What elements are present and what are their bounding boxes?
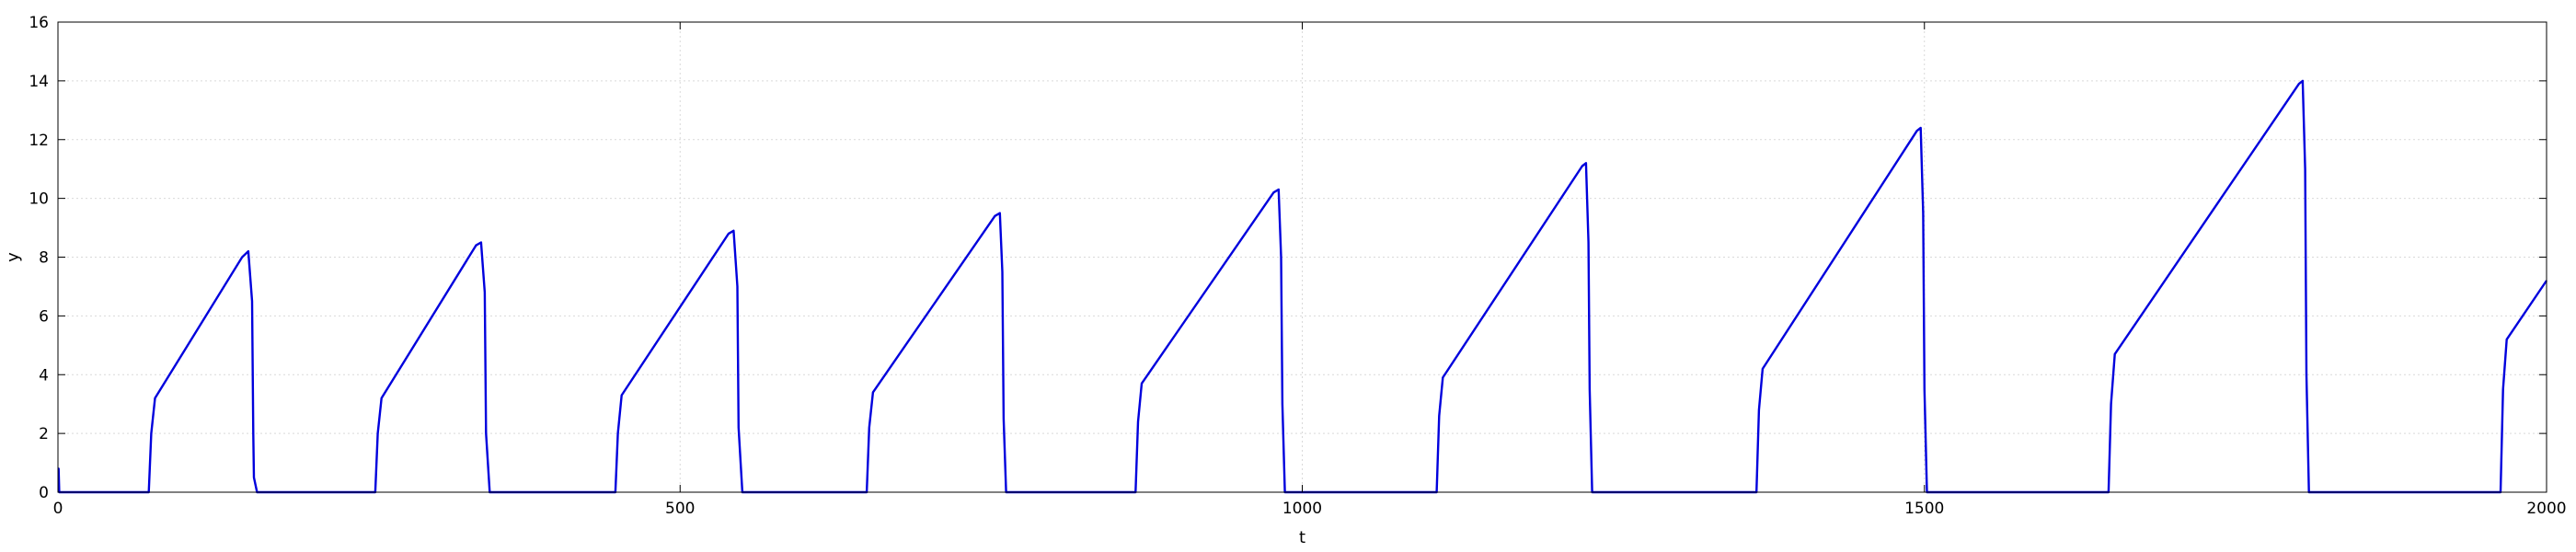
grid-lines (58, 22, 2547, 492)
y-axis-label: y (4, 252, 23, 262)
x-tick-label: 2000 (2526, 500, 2566, 518)
y-tick-label: 16 (29, 14, 49, 32)
y-tick-label: 0 (39, 484, 49, 502)
axis-ticks: 0 500 1000 1500 2000 0 2 4 6 8 10 12 14 16 (29, 14, 2566, 518)
y-tick-label: 2 (39, 425, 49, 443)
y-tick-label: 8 (39, 249, 49, 268)
y-tick-label: 12 (29, 132, 49, 150)
y-tick-label: 4 (39, 366, 49, 385)
x-axis-label: t (1299, 528, 1305, 547)
y-tick-label: 14 (29, 73, 49, 91)
x-tick-label: 0 (53, 500, 63, 518)
x-tick-label: 1500 (1904, 500, 1944, 518)
y-tick-label: 10 (29, 190, 49, 209)
x-tick-label: 500 (665, 500, 695, 518)
y-tick-label: 6 (39, 307, 49, 326)
x-tick-label: 1000 (1282, 500, 1322, 518)
